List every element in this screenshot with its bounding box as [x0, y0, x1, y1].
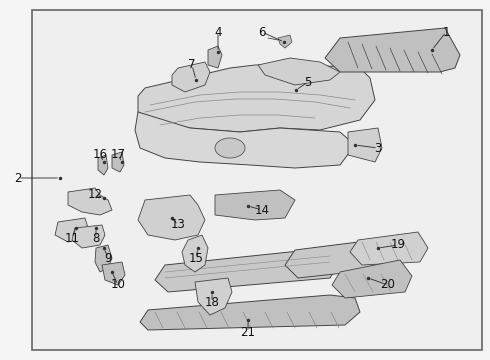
Polygon shape	[138, 65, 375, 132]
Polygon shape	[348, 128, 382, 162]
Text: 13: 13	[171, 219, 185, 231]
Polygon shape	[172, 62, 210, 92]
Ellipse shape	[215, 138, 245, 158]
Polygon shape	[95, 245, 112, 272]
Text: 3: 3	[374, 141, 382, 154]
Text: 4: 4	[214, 26, 222, 39]
Polygon shape	[135, 112, 355, 168]
Text: 10: 10	[111, 279, 125, 292]
Text: 19: 19	[391, 238, 406, 252]
Polygon shape	[332, 260, 412, 298]
Text: 9: 9	[104, 252, 112, 265]
Polygon shape	[195, 278, 232, 315]
Text: 7: 7	[188, 58, 196, 72]
Text: 2: 2	[14, 171, 22, 184]
Polygon shape	[285, 238, 400, 278]
Text: 15: 15	[189, 252, 203, 265]
Polygon shape	[68, 188, 112, 215]
Text: 20: 20	[381, 279, 395, 292]
Polygon shape	[112, 152, 124, 172]
Polygon shape	[258, 58, 340, 85]
Text: 6: 6	[258, 26, 266, 39]
Text: 17: 17	[111, 148, 125, 162]
Polygon shape	[155, 248, 340, 292]
Polygon shape	[102, 262, 125, 285]
Polygon shape	[350, 232, 428, 265]
Polygon shape	[72, 225, 105, 248]
Polygon shape	[278, 35, 292, 48]
Text: 14: 14	[254, 203, 270, 216]
Polygon shape	[208, 46, 222, 68]
Text: 21: 21	[241, 325, 255, 338]
Polygon shape	[325, 28, 460, 72]
Polygon shape	[98, 155, 108, 175]
Polygon shape	[55, 218, 88, 242]
Text: 18: 18	[204, 296, 220, 309]
Text: 5: 5	[304, 76, 312, 89]
Text: 11: 11	[65, 231, 79, 244]
Polygon shape	[138, 195, 205, 240]
Polygon shape	[182, 235, 208, 272]
Polygon shape	[215, 190, 295, 220]
FancyBboxPatch shape	[32, 10, 482, 350]
Text: 12: 12	[88, 189, 102, 202]
Polygon shape	[140, 295, 360, 330]
Text: 8: 8	[92, 231, 99, 244]
Text: 16: 16	[93, 148, 107, 162]
Text: 1: 1	[442, 26, 450, 39]
